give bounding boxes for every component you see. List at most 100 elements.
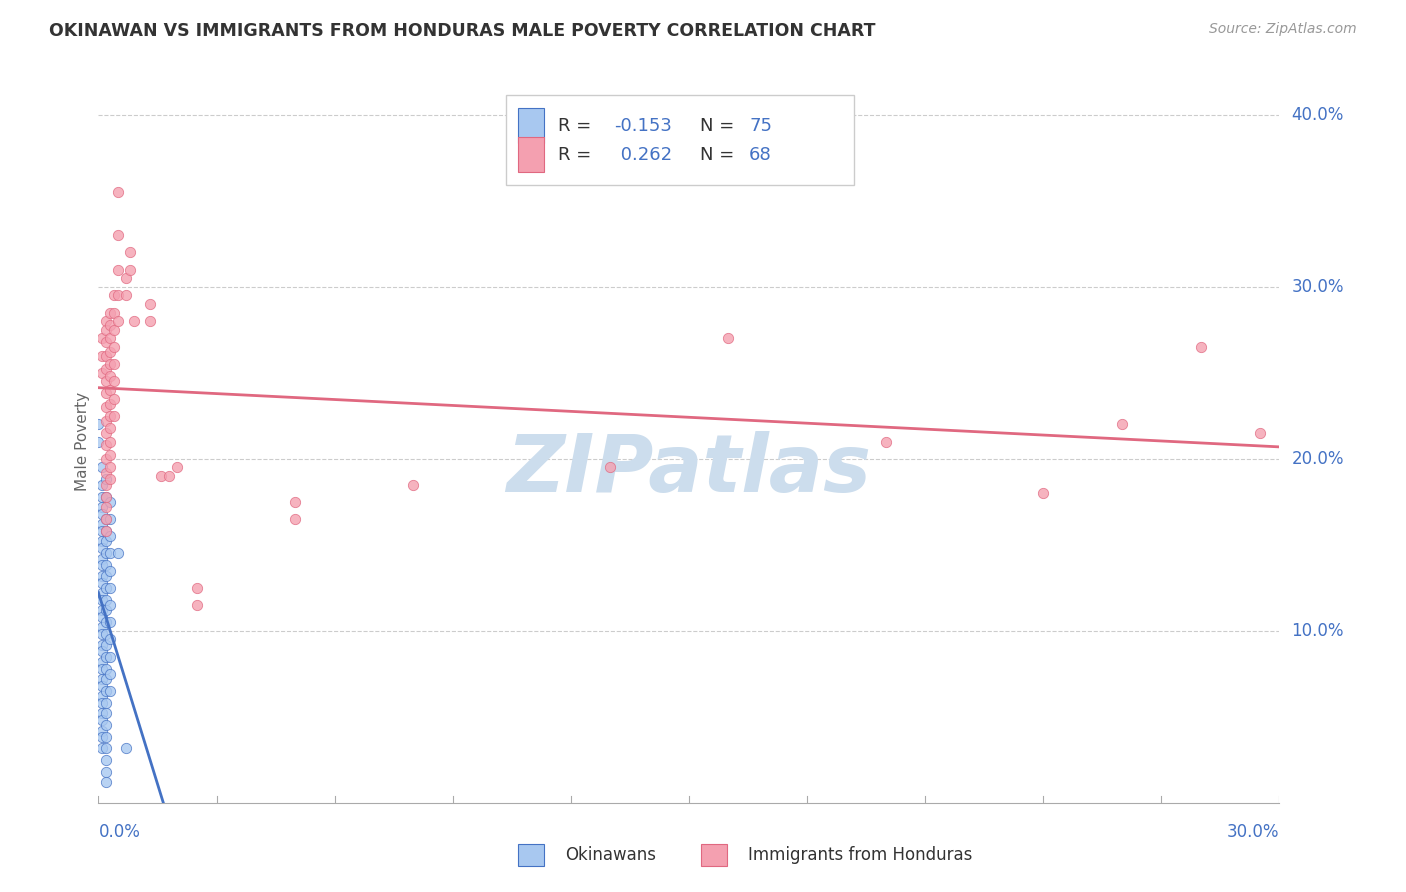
Point bbox=[96, 740, 118, 755]
Point bbox=[96, 386, 118, 401]
Point bbox=[98, 472, 121, 486]
Point bbox=[96, 438, 118, 452]
Point bbox=[96, 490, 118, 504]
Point bbox=[115, 740, 138, 755]
Point bbox=[118, 262, 141, 277]
Point bbox=[98, 369, 121, 384]
Point bbox=[96, 451, 118, 466]
Point bbox=[91, 644, 114, 658]
Point bbox=[875, 434, 897, 449]
Point bbox=[96, 512, 118, 526]
Point bbox=[166, 460, 188, 475]
Point bbox=[91, 696, 114, 710]
Point bbox=[1249, 425, 1271, 440]
Point bbox=[91, 689, 114, 703]
Point bbox=[96, 534, 118, 549]
Point bbox=[91, 603, 114, 617]
Point bbox=[96, 323, 118, 337]
Point bbox=[138, 314, 160, 328]
Point bbox=[98, 397, 121, 411]
Point bbox=[115, 288, 138, 302]
Point bbox=[98, 345, 121, 359]
Text: 10.0%: 10.0% bbox=[1291, 622, 1344, 640]
Text: 30.0%: 30.0% bbox=[1227, 823, 1279, 841]
Point bbox=[91, 534, 114, 549]
Point bbox=[96, 672, 118, 686]
Point bbox=[103, 340, 125, 354]
Point bbox=[98, 529, 121, 543]
Point bbox=[91, 672, 114, 686]
Point bbox=[96, 568, 118, 582]
FancyBboxPatch shape bbox=[506, 95, 855, 185]
Point bbox=[98, 512, 121, 526]
Point bbox=[96, 706, 118, 721]
Point bbox=[96, 764, 118, 779]
Point bbox=[91, 586, 114, 600]
Point bbox=[107, 314, 129, 328]
Text: Immigrants from Honduras: Immigrants from Honduras bbox=[748, 846, 973, 863]
Text: N =: N = bbox=[700, 145, 734, 164]
Point bbox=[107, 546, 129, 560]
Point bbox=[91, 500, 114, 514]
Point bbox=[91, 610, 114, 624]
Point bbox=[96, 334, 118, 349]
Point bbox=[96, 466, 118, 480]
Point bbox=[98, 409, 121, 423]
Point bbox=[96, 615, 118, 630]
Bar bbox=[517, 844, 544, 865]
Point bbox=[103, 409, 125, 423]
Point bbox=[284, 512, 307, 526]
Point bbox=[107, 262, 129, 277]
Point bbox=[103, 375, 125, 389]
Point bbox=[98, 448, 121, 462]
Point bbox=[91, 662, 114, 676]
Point bbox=[1111, 417, 1133, 432]
Point bbox=[96, 684, 118, 698]
Point bbox=[96, 649, 118, 664]
Point bbox=[98, 615, 121, 630]
Point bbox=[98, 460, 121, 475]
Point bbox=[98, 434, 121, 449]
Point bbox=[96, 731, 118, 745]
Point bbox=[103, 323, 125, 337]
Point bbox=[96, 472, 118, 486]
Point bbox=[103, 357, 125, 371]
Text: N =: N = bbox=[700, 117, 734, 135]
Point bbox=[96, 512, 118, 526]
Point bbox=[186, 598, 208, 612]
Point bbox=[96, 627, 118, 641]
Point bbox=[107, 185, 129, 199]
Text: 40.0%: 40.0% bbox=[1291, 105, 1344, 124]
Point bbox=[96, 524, 118, 538]
Text: 20.0%: 20.0% bbox=[1291, 450, 1344, 467]
Point bbox=[87, 417, 110, 432]
Point bbox=[186, 581, 208, 595]
Point bbox=[91, 490, 114, 504]
Point bbox=[98, 564, 121, 578]
Point bbox=[96, 592, 118, 607]
Point bbox=[98, 494, 121, 508]
Point bbox=[98, 581, 121, 595]
Point bbox=[103, 305, 125, 319]
Text: 68: 68 bbox=[749, 145, 772, 164]
Point bbox=[91, 740, 114, 755]
Point bbox=[91, 568, 114, 582]
Point bbox=[98, 305, 121, 319]
Point bbox=[91, 620, 114, 634]
Point bbox=[284, 494, 307, 508]
Point bbox=[96, 696, 118, 710]
Point bbox=[96, 425, 118, 440]
Point bbox=[91, 655, 114, 669]
Point bbox=[91, 507, 114, 521]
Point bbox=[91, 551, 114, 566]
Text: 30.0%: 30.0% bbox=[1291, 277, 1344, 296]
Point bbox=[98, 546, 121, 560]
Point bbox=[91, 627, 114, 641]
Point bbox=[91, 575, 114, 590]
Point bbox=[107, 288, 129, 302]
Bar bbox=[517, 137, 544, 172]
Point bbox=[91, 366, 114, 380]
Point bbox=[96, 490, 118, 504]
Point bbox=[98, 318, 121, 332]
Point bbox=[96, 753, 118, 767]
